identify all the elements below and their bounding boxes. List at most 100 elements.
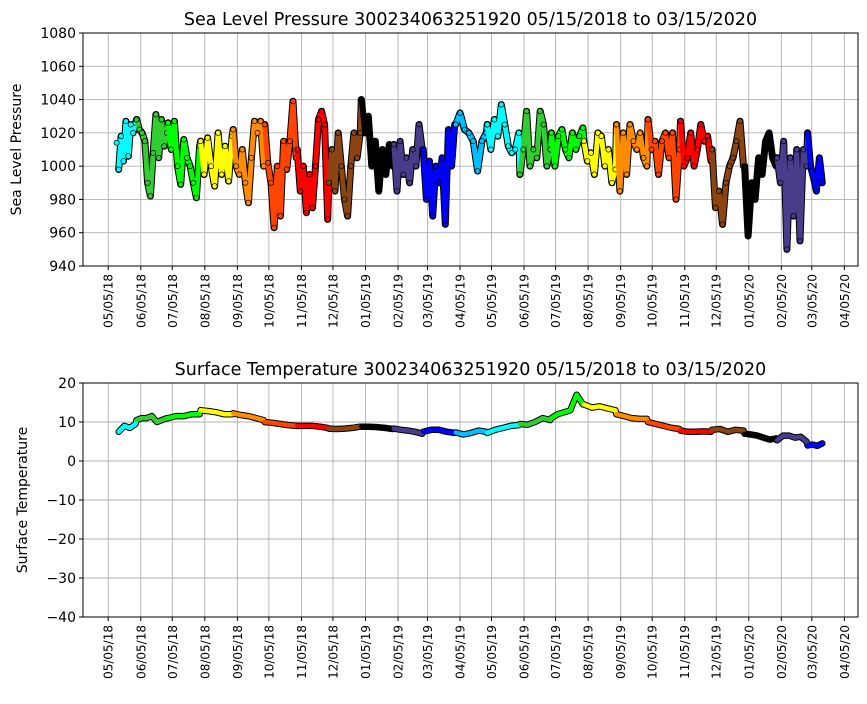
data-point <box>576 133 583 140</box>
data-point <box>737 118 743 125</box>
y-tick-label: 1060 <box>40 59 76 75</box>
data-point <box>208 163 215 170</box>
data-series <box>115 391 826 450</box>
data-point <box>193 194 200 201</box>
x-tick-label: 08/05/19 <box>582 625 596 679</box>
data-point <box>347 163 354 170</box>
data-point <box>222 143 229 150</box>
axes-frame <box>82 32 859 267</box>
data-point <box>813 188 820 195</box>
data-point <box>335 129 342 136</box>
data-point <box>457 109 464 116</box>
x-tick-label: 12/05/18 <box>326 625 340 679</box>
data-point <box>793 146 800 153</box>
x-tick-label: 05/05/18 <box>102 274 116 328</box>
data-point <box>230 126 237 133</box>
x-tick-label: 08/05/19 <box>582 274 596 328</box>
data-point <box>523 108 530 115</box>
data-point <box>787 154 794 161</box>
y-tick-label: 1020 <box>40 126 76 142</box>
data-point <box>426 158 433 165</box>
data-point <box>491 116 498 123</box>
data-point <box>144 179 151 186</box>
x-tick-label: 03/05/20 <box>805 625 819 679</box>
x-tick-label: 07/05/19 <box>549 274 563 328</box>
data-point <box>709 146 715 153</box>
x-tick-label: 04/05/20 <box>838 625 852 679</box>
data-point <box>704 133 711 140</box>
series-line-12-2018 <box>326 97 364 219</box>
data-point <box>328 146 335 153</box>
data-point <box>180 136 187 143</box>
x-tick-label: 06/05/18 <box>134 625 148 679</box>
x-tick-label: 01/05/20 <box>742 274 756 328</box>
x-tick-label: 10/05/18 <box>262 625 276 679</box>
data-point <box>251 118 258 125</box>
data-point <box>551 163 558 170</box>
y-tick-label: 960 <box>49 226 76 242</box>
x-tick-label: 11/05/18 <box>295 274 309 328</box>
data-point <box>303 209 310 216</box>
data-point <box>694 146 701 153</box>
data-point <box>797 238 803 244</box>
data-point <box>358 96 365 103</box>
data-point <box>390 141 397 148</box>
data-point <box>277 213 284 220</box>
data-point <box>300 163 307 170</box>
data-point <box>807 163 814 170</box>
data-point <box>461 126 468 133</box>
data-point <box>810 174 817 181</box>
data-point <box>177 181 184 188</box>
temperature-chart: 05/05/18 06/05/18 07/05/18 08/05/18 09/05/18… <box>15 360 859 679</box>
data-point <box>158 116 165 123</box>
x-tick-label: 08/05/18 <box>198 274 212 328</box>
data-point <box>283 166 290 173</box>
data-point <box>248 154 255 161</box>
data-point <box>113 139 120 146</box>
y-tick-label: −40 <box>46 610 76 626</box>
data-point <box>498 101 505 108</box>
data-point <box>218 171 225 178</box>
data-point <box>268 179 274 186</box>
data-point <box>118 133 125 140</box>
data-point <box>719 221 726 228</box>
data-point <box>312 163 319 170</box>
data-point <box>324 216 331 223</box>
y-tick-label: −20 <box>46 532 76 548</box>
data-point <box>375 188 382 195</box>
data-point <box>254 129 261 136</box>
data-point <box>290 98 296 105</box>
data-point <box>548 129 555 136</box>
y-axis-label: Surface Temperature <box>15 427 31 573</box>
data-point <box>445 126 452 133</box>
x-tick-label: 01/05/20 <box>742 625 756 679</box>
data-point <box>669 129 676 136</box>
data-point <box>516 171 523 178</box>
data-point <box>397 138 404 145</box>
x-tick-label: 05/05/18 <box>102 625 116 679</box>
data-point <box>225 178 232 185</box>
x-tick-label: 09/05/19 <box>614 625 628 679</box>
y-tick-label: 1040 <box>40 93 76 109</box>
series-line-07-2019 <box>549 392 587 421</box>
data-point <box>130 129 137 136</box>
data-point <box>332 188 338 195</box>
data-point <box>294 146 301 153</box>
x-tick-label: 03/05/20 <box>805 274 819 328</box>
x-tick-label: 03/05/19 <box>421 625 435 679</box>
data-point <box>236 171 243 178</box>
data-point <box>741 163 748 170</box>
data-point <box>565 154 572 161</box>
x-tick-label: 04/05/19 <box>453 274 467 328</box>
x-tick-label: 02/05/20 <box>775 625 789 679</box>
x-tick-label: 11/05/18 <box>295 625 309 679</box>
data-point <box>659 138 665 145</box>
x-tick-label: 12/05/19 <box>710 274 724 328</box>
data-point <box>584 158 591 165</box>
series-line-09-2019 <box>614 411 651 425</box>
data-point <box>680 163 687 170</box>
data-point <box>150 149 157 156</box>
data-point <box>338 163 345 170</box>
chart-title: Surface Temperature 300234063251920 05/1… <box>175 360 767 380</box>
x-tick-label: 08/05/18 <box>198 625 212 679</box>
